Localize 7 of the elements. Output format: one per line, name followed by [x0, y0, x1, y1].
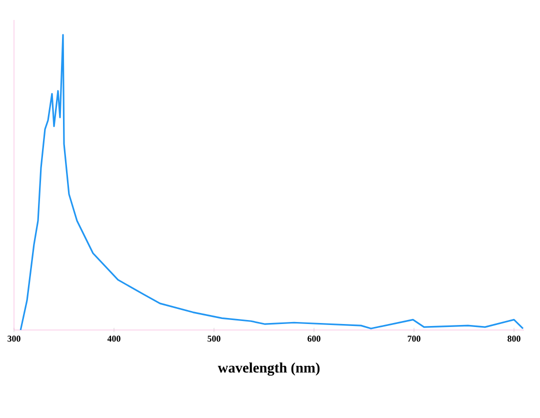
x-axis-title: wavelength (nm)	[218, 362, 320, 376]
x-tick-label: 300	[8, 336, 20, 342]
x-tick-label: 600	[308, 336, 320, 342]
x-tick-label: 400	[107, 336, 120, 342]
x-tick-label: 800	[508, 336, 520, 342]
x-tick-label: 500	[208, 336, 220, 342]
x-tick-label: 700	[408, 336, 420, 342]
